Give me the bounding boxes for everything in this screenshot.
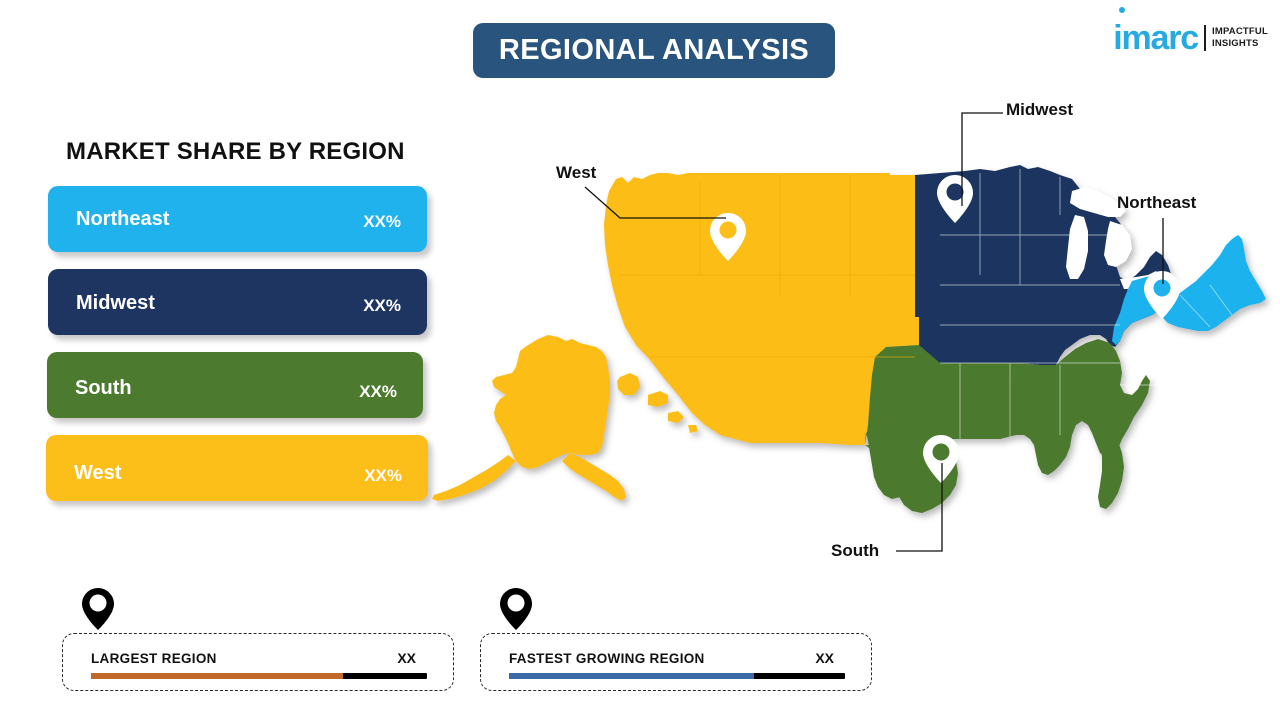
indicator-value: XX bbox=[815, 650, 834, 666]
map-label-northeast: Northeast bbox=[1117, 193, 1197, 212]
page-title-banner: REGIONAL ANALYSIS bbox=[473, 23, 835, 78]
region-bar-value: XX% bbox=[363, 296, 401, 315]
map-pin-icon bbox=[500, 588, 532, 630]
map-label-west: West bbox=[556, 163, 597, 182]
map-lake-huron-erie bbox=[1104, 221, 1160, 289]
map-pin-west bbox=[710, 213, 746, 261]
imarc-logo: imarc IMPACTFUL INSIGHTS bbox=[1113, 7, 1268, 60]
indicator-value: XX bbox=[397, 650, 416, 666]
region-bar-list: Northeast XX% Midwest XX% South XX% West… bbox=[46, 186, 438, 518]
map-region-west bbox=[604, 173, 919, 445]
map-label-midwest: Midwest bbox=[1006, 100, 1074, 119]
map-hawaii-island-6 bbox=[688, 425, 698, 433]
indicator-progress-fill bbox=[509, 673, 755, 679]
indicator-progress-track bbox=[509, 673, 845, 679]
region-bar-south[interactable]: South XX% bbox=[47, 352, 423, 418]
region-bar-label: Northeast bbox=[76, 208, 170, 230]
region-bar-label: Midwest bbox=[76, 292, 155, 314]
map-hawaii-island-2 bbox=[565, 355, 574, 371]
fastest-growing-region-card[interactable]: FASTEST GROWING REGION XX bbox=[480, 588, 872, 691]
region-bar-label: West bbox=[74, 462, 122, 484]
map-region-northeast bbox=[1162, 235, 1266, 331]
region-bar-value: XX% bbox=[359, 382, 397, 401]
region-bar-northeast[interactable]: Northeast XX% bbox=[48, 186, 427, 252]
map-hawaii-island-5 bbox=[668, 411, 684, 423]
map-region-south-florida bbox=[1098, 431, 1124, 509]
region-bar-value: XX% bbox=[364, 466, 402, 485]
map-hawaii-island-1 bbox=[578, 353, 600, 375]
map-hawaii-island-4 bbox=[648, 391, 668, 407]
region-bar-value: XX% bbox=[363, 212, 401, 231]
logo-tagline-line1: IMPACTFUL bbox=[1212, 26, 1268, 37]
map-lake-superior bbox=[1070, 187, 1126, 217]
market-share-heading: MARKET SHARE BY REGION bbox=[66, 138, 405, 165]
us-regional-map bbox=[420, 95, 1280, 575]
map-pin-northeast bbox=[1144, 271, 1180, 319]
indicator-label: FASTEST GROWING REGION bbox=[509, 651, 705, 666]
page-title: REGIONAL ANALYSIS bbox=[498, 34, 810, 66]
map-hawaii-island-3 bbox=[617, 373, 640, 395]
indicator-progress-track bbox=[91, 673, 427, 679]
indicator-label: LARGEST REGION bbox=[91, 651, 217, 666]
logo-dot-icon bbox=[1119, 7, 1126, 13]
map-lake-michigan bbox=[1066, 215, 1088, 279]
map-label-south: South bbox=[831, 541, 880, 560]
map-west-state-borders bbox=[620, 175, 915, 358]
logo-tagline-line2: INSIGHTS bbox=[1212, 38, 1259, 49]
map-pin-icon bbox=[82, 588, 114, 630]
logo-wordmark: imarc bbox=[1113, 19, 1199, 57]
map-region-alaska-tail bbox=[432, 455, 516, 501]
indicator-progress-fill bbox=[91, 673, 343, 679]
map-region-south bbox=[865, 339, 1150, 499]
region-bar-label: South bbox=[75, 377, 132, 399]
map-state-borders bbox=[940, 169, 1233, 439]
region-bar-midwest[interactable]: Midwest XX% bbox=[48, 269, 427, 335]
logo-tagline: IMPACTFUL INSIGHTS bbox=[1212, 26, 1268, 50]
region-bar-west[interactable]: West XX% bbox=[46, 435, 428, 501]
largest-region-card[interactable]: LARGEST REGION XX bbox=[62, 588, 454, 691]
map-region-alaska-aleutians bbox=[562, 453, 626, 501]
logo-divider bbox=[1204, 25, 1207, 51]
